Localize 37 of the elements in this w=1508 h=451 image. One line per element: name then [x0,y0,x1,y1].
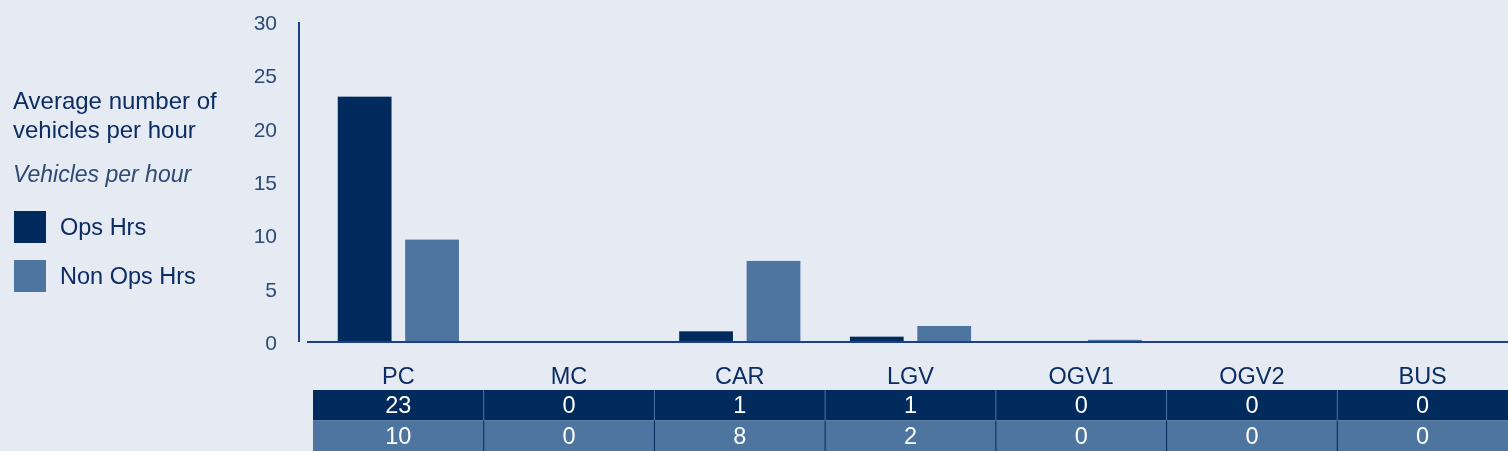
data-label: 0 [1416,392,1430,419]
data-label: 0 [1245,422,1259,449]
y-tick-label: 10 [253,223,277,247]
x-tick-label: CAR [714,363,765,389]
bar [917,326,972,342]
data-label: 1 [903,392,918,419]
data-label: 0 [562,392,576,419]
x-tick-label: OGV1 [1048,363,1114,389]
x-tick-label: MC [550,363,588,389]
y-tick-label: 30 [253,10,277,34]
data-label: 0 [1074,422,1088,449]
legend-label: Ops Hrs [60,214,147,240]
data-label: 1 [733,392,747,419]
data-label: 0 [1245,392,1259,419]
text: Average number of vehicles per hour [13,86,218,144]
x-tick-label: BUS [1398,363,1447,389]
x-tick-label: PC [382,363,415,389]
y-tick-label: 15 [253,170,277,194]
y-axis-title: Vehicles per hour [13,161,193,187]
y-tick-label: 0 [265,330,277,354]
data-label: 10 [385,422,412,449]
x-tick-label: LGV [886,363,935,389]
bar [746,260,801,342]
y-tick-label: 5 [265,277,277,301]
data-label: 0 [1416,422,1430,449]
bar [337,96,392,342]
bar [405,239,459,342]
bar [679,331,733,342]
legend-label: Non Ops Hrs [60,263,196,289]
data-label: 0 [562,422,576,449]
data-label: 2 [903,422,918,449]
data-label: 0 [1074,392,1088,419]
y-tick-label: 20 [253,117,277,141]
data-label: 8 [733,422,747,449]
x-tick-label: OGV2 [1219,363,1285,389]
data-label: 23 [385,392,412,419]
y-tick-label: 25 [253,63,277,87]
